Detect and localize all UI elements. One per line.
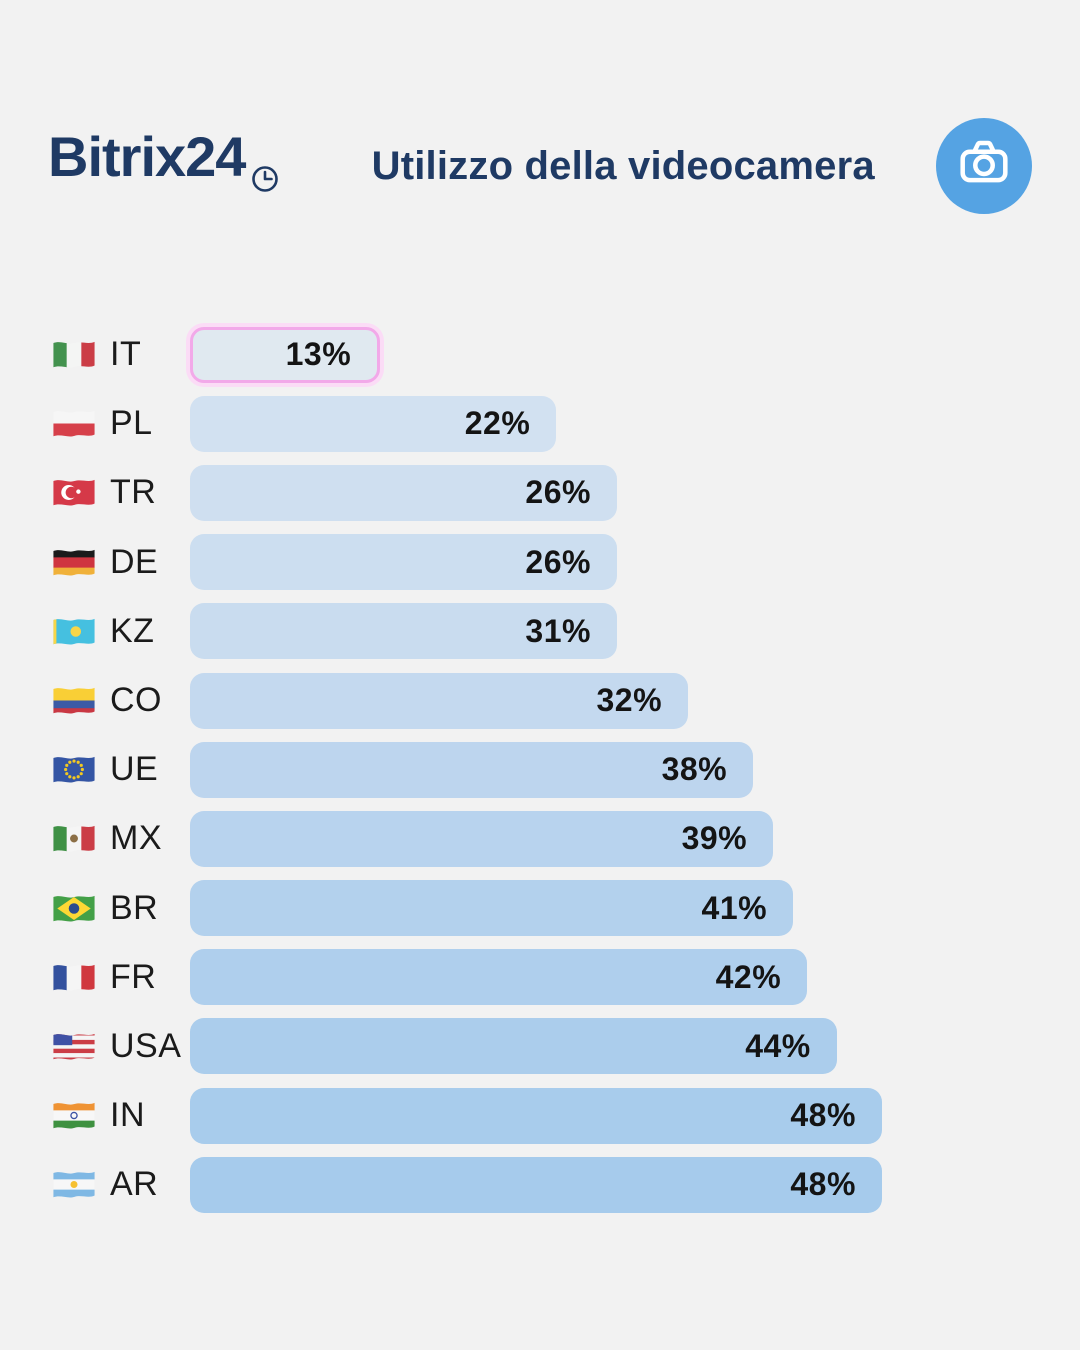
flag-france-icon (52, 960, 96, 994)
chart-row-mx: MX 39% (52, 804, 1080, 873)
chart-row-ue: UE 38% (52, 735, 1080, 804)
bar-area: 39% (190, 810, 930, 867)
country-code-label: DE (110, 542, 159, 581)
country-code-label: PL (110, 404, 153, 443)
bar-chart: IT 13% PL 22% TR 26% DE 26% (52, 320, 1080, 1219)
value-bar: 42% (190, 949, 808, 1006)
camera-badge (936, 118, 1032, 214)
bar-area: 31% (190, 603, 930, 660)
value-label: 42% (715, 958, 782, 995)
bar-area: 44% (190, 1018, 930, 1075)
value-bar: 26% (190, 534, 617, 591)
chart-row-co: CO 32% (52, 666, 1080, 735)
flag-turkey-icon (52, 476, 96, 510)
chart-row-kz: KZ 31% (52, 597, 1080, 666)
value-bar: 39% (190, 810, 774, 867)
country-code-label: UE (110, 750, 159, 789)
chart-row-br: BR 41% (52, 874, 1080, 943)
flag-kazakhstan-icon (52, 614, 96, 648)
value-label: 48% (790, 1097, 856, 1134)
chart-row-fr: FR 42% (52, 943, 1080, 1012)
flag-italy-icon (52, 338, 96, 372)
bar-area: 26% (190, 534, 930, 591)
bar-area: 26% (190, 464, 930, 521)
flag-european-union-icon (52, 753, 96, 787)
value-bar: 32% (190, 672, 689, 729)
chart-row-tr: TR 26% (52, 458, 1080, 527)
page-title: Utilizzo della videocamera (371, 143, 875, 188)
value-bar: 13% (190, 326, 381, 383)
chart-row-it: IT 13% (52, 320, 1080, 389)
bar-area: 32% (190, 672, 930, 729)
value-label: 26% (525, 543, 591, 580)
value-label: 41% (701, 889, 768, 926)
country-code-label: MX (110, 819, 162, 858)
flag-mexico-icon (52, 822, 96, 856)
chart-row-ar: AR 48% (52, 1150, 1080, 1219)
chart-row-in: IN 48% (52, 1081, 1080, 1150)
country-code-label: AR (110, 1165, 159, 1204)
value-bar: 44% (190, 1018, 837, 1075)
flag-colombia-icon (52, 684, 96, 718)
value-label: 38% (661, 751, 728, 788)
flag-india-icon (52, 1099, 96, 1133)
flag-brazil-icon (52, 891, 96, 925)
country-code-label: IT (110, 335, 142, 374)
clock-icon (250, 127, 280, 223)
value-label: 26% (525, 474, 591, 511)
bar-area: 38% (190, 741, 930, 798)
value-label: 44% (745, 1027, 811, 1064)
camera-icon (953, 133, 1015, 200)
header: Bitrix24 Utilizzo della videocamera (48, 118, 1032, 214)
country-code-label: USA (110, 1026, 182, 1065)
value-label: 13% (285, 336, 352, 373)
flag-poland-icon (52, 407, 96, 441)
country-code-label: CO (110, 681, 162, 720)
value-bar: 41% (190, 880, 794, 937)
value-label: 31% (525, 612, 591, 649)
value-label: 39% (681, 820, 748, 857)
logo-text: Bitrix24 (48, 125, 246, 188)
value-bar: 48% (190, 1087, 882, 1144)
country-code-label: FR (110, 957, 157, 996)
bar-area: 42% (190, 949, 930, 1006)
value-label: 22% (464, 405, 531, 442)
country-code-label: TR (110, 473, 157, 512)
flag-usa-icon (52, 1029, 96, 1063)
chart-row-pl: PL 22% (52, 389, 1080, 458)
bar-area: 41% (190, 880, 930, 937)
chart-row-usa: USA 44% (52, 1012, 1080, 1081)
country-code-label: IN (110, 1096, 145, 1135)
chart-row-de: DE 26% (52, 528, 1080, 597)
bar-area: 48% (190, 1156, 930, 1213)
value-bar: 48% (190, 1156, 882, 1213)
value-label: 48% (790, 1166, 856, 1203)
bar-area: 48% (190, 1087, 930, 1144)
flag-argentina-icon (52, 1168, 96, 1202)
country-code-label: BR (110, 888, 159, 927)
value-bar: 31% (190, 603, 617, 660)
bitrix24-logo: Bitrix24 (48, 109, 280, 223)
bar-area: 13% (190, 326, 930, 383)
value-bar: 26% (190, 464, 617, 521)
value-bar: 22% (190, 395, 557, 452)
flag-germany-icon (52, 545, 96, 579)
country-code-label: KZ (110, 611, 155, 650)
value-label: 32% (596, 682, 663, 719)
bar-area: 22% (190, 395, 930, 452)
value-bar: 38% (190, 741, 754, 798)
